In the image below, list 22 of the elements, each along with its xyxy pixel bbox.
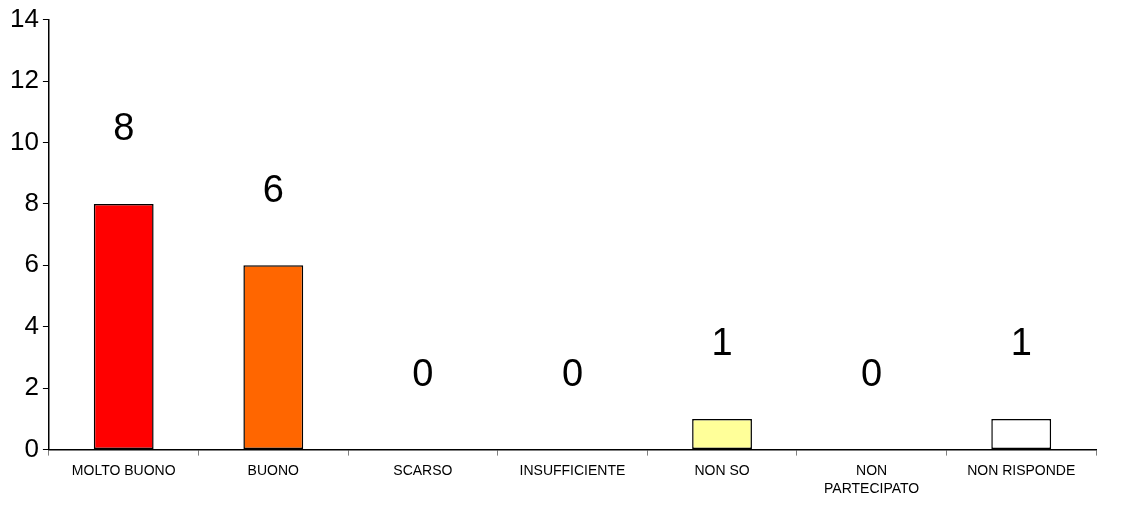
data-label: 0 (561, 352, 584, 395)
x-tick-label: NON SO (694, 461, 750, 478)
y-tick-label: 8 (24, 187, 39, 218)
data-label: 8 (113, 106, 135, 149)
x-tick-label: SCARSO (393, 461, 453, 478)
x-tick-label: BUONO (247, 461, 300, 478)
data-label: 1 (1010, 321, 1032, 364)
data-label: 1 (711, 321, 733, 364)
x-tick-label: INSUFFICIENTE (519, 461, 626, 478)
data-label: 0 (412, 352, 434, 395)
y-tick-label: 12 (10, 64, 39, 95)
y-tick-label: 10 (10, 125, 39, 156)
data-label: 0 (861, 352, 883, 395)
y-tick-label: 0 (24, 432, 39, 463)
y-tick-label: 6 (24, 248, 39, 279)
y-tick-label: 2 (24, 371, 39, 402)
data-label: 6 (262, 167, 284, 210)
y-tick-label: 14 (10, 2, 39, 33)
x-tick-label: MOLTO BUONO (71, 461, 176, 478)
x-tick-label: NON RISPONDE (967, 461, 1076, 478)
y-tick-label: 4 (24, 309, 39, 340)
x-tick-label: NON PARTECIPATO (824, 461, 920, 496)
